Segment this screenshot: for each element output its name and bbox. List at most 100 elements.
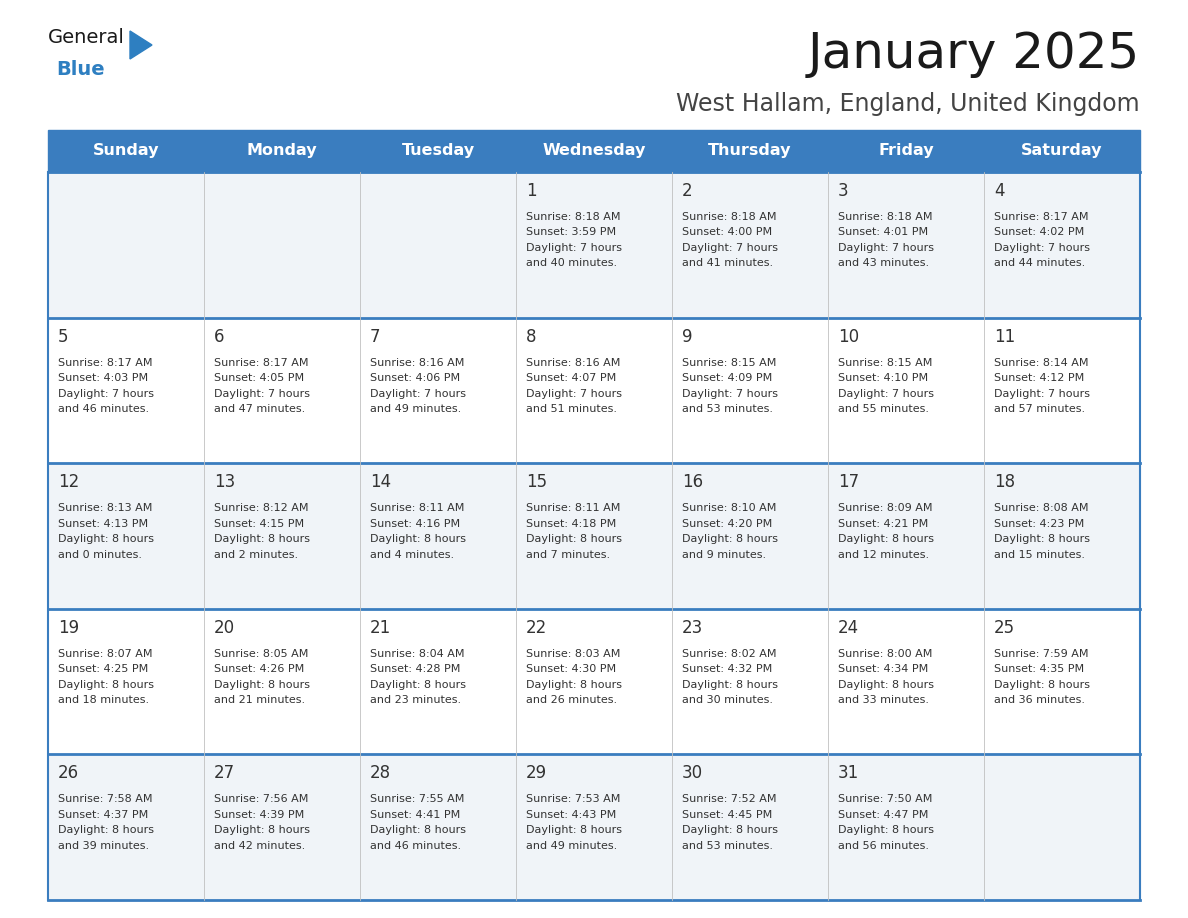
Bar: [48, 755, 1140, 900]
Text: Sunset: 4:16 PM: Sunset: 4:16 PM: [369, 519, 460, 529]
Text: Sunset: 4:02 PM: Sunset: 4:02 PM: [994, 228, 1085, 238]
Text: Sunset: 4:34 PM: Sunset: 4:34 PM: [838, 665, 928, 675]
Text: and 43 minutes.: and 43 minutes.: [838, 259, 929, 268]
Text: Sunrise: 7:50 AM: Sunrise: 7:50 AM: [838, 794, 933, 804]
Text: and 9 minutes.: and 9 minutes.: [682, 550, 766, 560]
Text: Sunset: 4:37 PM: Sunset: 4:37 PM: [58, 810, 148, 820]
Text: Sunset: 4:23 PM: Sunset: 4:23 PM: [994, 519, 1085, 529]
Text: Friday: Friday: [878, 143, 934, 159]
Text: 21: 21: [369, 619, 391, 637]
Text: 25: 25: [994, 619, 1015, 637]
Text: Sunrise: 8:05 AM: Sunrise: 8:05 AM: [214, 649, 309, 659]
Polygon shape: [129, 31, 152, 59]
Text: 13: 13: [214, 473, 235, 491]
Text: Daylight: 8 hours: Daylight: 8 hours: [682, 534, 778, 544]
Text: and 42 minutes.: and 42 minutes.: [214, 841, 305, 851]
Text: 12: 12: [58, 473, 80, 491]
Text: and 41 minutes.: and 41 minutes.: [682, 259, 773, 268]
Text: Sunrise: 7:59 AM: Sunrise: 7:59 AM: [994, 649, 1088, 659]
Text: Sunrise: 7:55 AM: Sunrise: 7:55 AM: [369, 794, 465, 804]
Text: and 57 minutes.: and 57 minutes.: [994, 404, 1085, 414]
Text: 27: 27: [214, 765, 235, 782]
Text: and 53 minutes.: and 53 minutes.: [682, 404, 773, 414]
Text: Sunrise: 8:17 AM: Sunrise: 8:17 AM: [994, 212, 1088, 222]
Text: Sunset: 4:07 PM: Sunset: 4:07 PM: [526, 373, 617, 383]
Text: Sunset: 3:59 PM: Sunset: 3:59 PM: [526, 228, 617, 238]
Text: Sunrise: 8:18 AM: Sunrise: 8:18 AM: [526, 212, 620, 222]
Text: and 36 minutes.: and 36 minutes.: [994, 695, 1085, 705]
Text: Daylight: 7 hours: Daylight: 7 hours: [838, 243, 934, 253]
Text: Daylight: 7 hours: Daylight: 7 hours: [369, 388, 466, 398]
Text: Daylight: 8 hours: Daylight: 8 hours: [369, 825, 466, 835]
Text: Sunrise: 8:16 AM: Sunrise: 8:16 AM: [369, 358, 465, 367]
Text: and 51 minutes.: and 51 minutes.: [526, 404, 617, 414]
Text: Daylight: 7 hours: Daylight: 7 hours: [214, 388, 310, 398]
Text: 19: 19: [58, 619, 80, 637]
Text: Sunset: 4:45 PM: Sunset: 4:45 PM: [682, 810, 772, 820]
Text: Sunset: 4:26 PM: Sunset: 4:26 PM: [214, 665, 304, 675]
Text: Sunrise: 8:18 AM: Sunrise: 8:18 AM: [682, 212, 777, 222]
Text: 14: 14: [369, 473, 391, 491]
Text: Sunrise: 8:15 AM: Sunrise: 8:15 AM: [682, 358, 777, 367]
Text: Sunrise: 8:00 AM: Sunrise: 8:00 AM: [838, 649, 933, 659]
Text: 18: 18: [994, 473, 1015, 491]
Text: Daylight: 7 hours: Daylight: 7 hours: [58, 388, 154, 398]
Text: and 21 minutes.: and 21 minutes.: [214, 695, 305, 705]
Text: General: General: [48, 28, 125, 47]
Text: Sunset: 4:20 PM: Sunset: 4:20 PM: [682, 519, 772, 529]
Text: 16: 16: [682, 473, 703, 491]
Text: Daylight: 7 hours: Daylight: 7 hours: [838, 388, 934, 398]
Text: Sunset: 4:47 PM: Sunset: 4:47 PM: [838, 810, 928, 820]
Text: Sunday: Sunday: [93, 143, 159, 159]
Text: and 33 minutes.: and 33 minutes.: [838, 695, 929, 705]
Text: 22: 22: [526, 619, 548, 637]
Text: Thursday: Thursday: [708, 143, 791, 159]
Text: Sunrise: 7:52 AM: Sunrise: 7:52 AM: [682, 794, 777, 804]
Text: Sunrise: 8:04 AM: Sunrise: 8:04 AM: [369, 649, 465, 659]
Bar: [48, 464, 1140, 609]
Text: Daylight: 8 hours: Daylight: 8 hours: [682, 825, 778, 835]
Text: Sunset: 4:30 PM: Sunset: 4:30 PM: [526, 665, 617, 675]
Text: Sunrise: 8:02 AM: Sunrise: 8:02 AM: [682, 649, 777, 659]
Text: Daylight: 8 hours: Daylight: 8 hours: [682, 680, 778, 689]
Text: Saturday: Saturday: [1022, 143, 1102, 159]
Text: 31: 31: [838, 765, 859, 782]
Bar: [48, 172, 1140, 318]
Text: Daylight: 8 hours: Daylight: 8 hours: [214, 825, 310, 835]
Text: Daylight: 8 hours: Daylight: 8 hours: [369, 534, 466, 544]
Text: and 23 minutes.: and 23 minutes.: [369, 695, 461, 705]
Text: Sunset: 4:13 PM: Sunset: 4:13 PM: [58, 519, 148, 529]
Text: Sunrise: 8:12 AM: Sunrise: 8:12 AM: [214, 503, 309, 513]
Text: Daylight: 8 hours: Daylight: 8 hours: [526, 825, 623, 835]
Text: Sunset: 4:10 PM: Sunset: 4:10 PM: [838, 373, 928, 383]
Text: 8: 8: [526, 328, 537, 345]
Text: and 40 minutes.: and 40 minutes.: [526, 259, 617, 268]
Text: January 2025: January 2025: [808, 30, 1140, 78]
Text: and 55 minutes.: and 55 minutes.: [838, 404, 929, 414]
Text: Sunrise: 8:09 AM: Sunrise: 8:09 AM: [838, 503, 933, 513]
Text: 10: 10: [838, 328, 859, 345]
Text: 4: 4: [994, 182, 1005, 200]
Text: 3: 3: [838, 182, 848, 200]
Text: and 53 minutes.: and 53 minutes.: [682, 841, 773, 851]
Text: Daylight: 7 hours: Daylight: 7 hours: [682, 243, 778, 253]
Text: 7: 7: [369, 328, 380, 345]
Text: Daylight: 8 hours: Daylight: 8 hours: [58, 825, 154, 835]
Text: Daylight: 8 hours: Daylight: 8 hours: [838, 825, 934, 835]
Text: and 49 minutes.: and 49 minutes.: [526, 841, 618, 851]
Text: Sunrise: 8:11 AM: Sunrise: 8:11 AM: [526, 503, 620, 513]
Text: Sunrise: 8:07 AM: Sunrise: 8:07 AM: [58, 649, 152, 659]
Text: and 49 minutes.: and 49 minutes.: [369, 404, 461, 414]
Text: Sunrise: 8:08 AM: Sunrise: 8:08 AM: [994, 503, 1088, 513]
Text: Sunset: 4:00 PM: Sunset: 4:00 PM: [682, 228, 772, 238]
Text: Sunrise: 7:53 AM: Sunrise: 7:53 AM: [526, 794, 620, 804]
Text: and 15 minutes.: and 15 minutes.: [994, 550, 1085, 560]
Text: Sunrise: 8:03 AM: Sunrise: 8:03 AM: [526, 649, 620, 659]
Text: 29: 29: [526, 765, 548, 782]
Text: and 47 minutes.: and 47 minutes.: [214, 404, 305, 414]
Text: and 2 minutes.: and 2 minutes.: [214, 550, 298, 560]
Text: and 46 minutes.: and 46 minutes.: [369, 841, 461, 851]
Text: and 12 minutes.: and 12 minutes.: [838, 550, 929, 560]
Text: Blue: Blue: [56, 60, 105, 79]
Text: Sunset: 4:15 PM: Sunset: 4:15 PM: [214, 519, 304, 529]
